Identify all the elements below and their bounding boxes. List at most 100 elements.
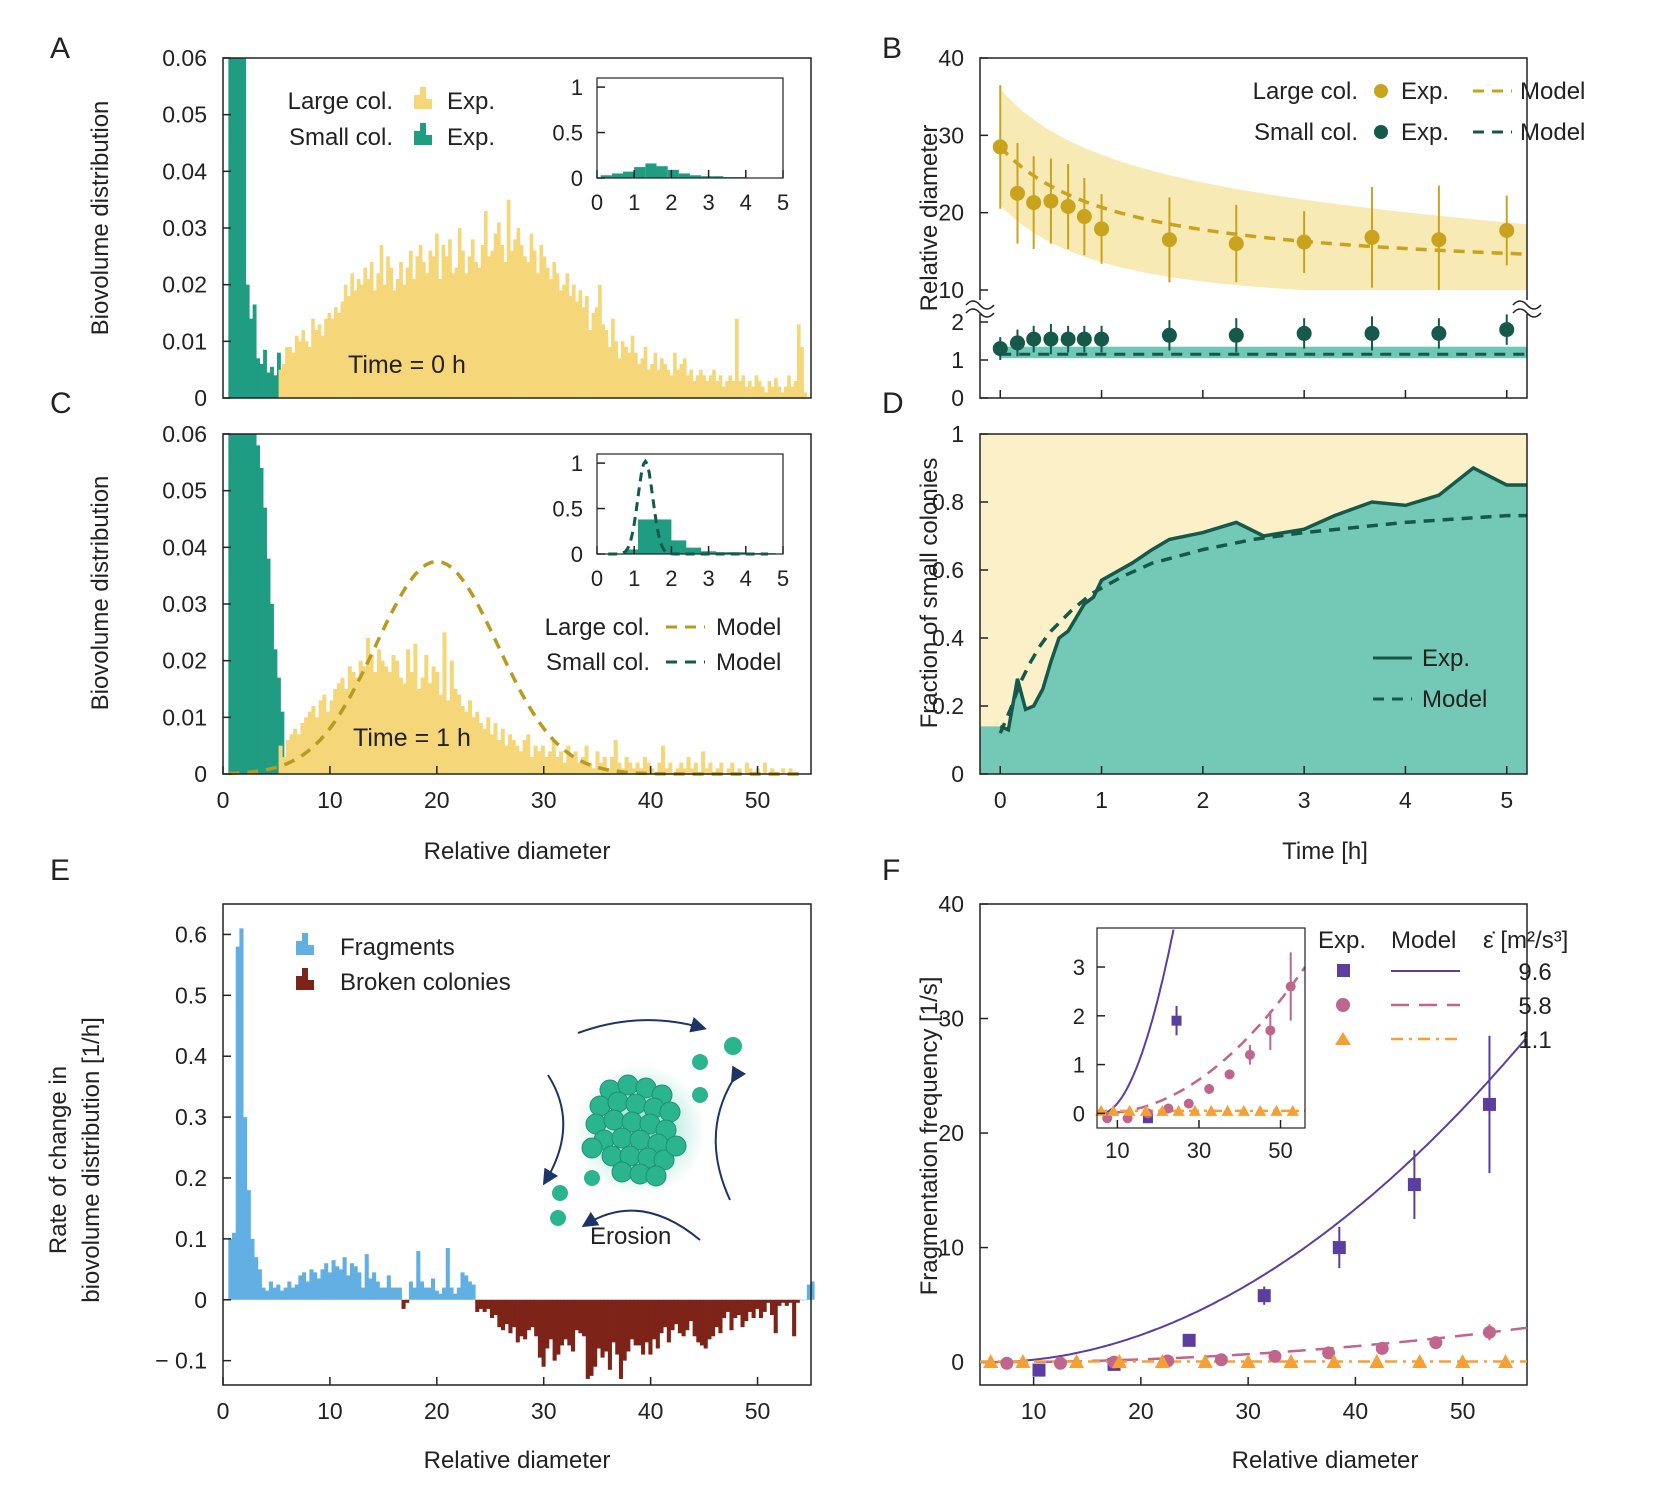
x-tick-label: 2 xyxy=(665,566,677,591)
y-tick-label: 2 xyxy=(951,309,964,335)
large-colony-bar xyxy=(640,358,645,398)
large-model-band xyxy=(1000,88,1527,290)
fragment-bar xyxy=(445,1248,450,1300)
panel-a-annotation: Time = 0 h xyxy=(348,351,466,379)
data-point-triangle xyxy=(1139,1104,1152,1116)
y-tick-label: 0.5 xyxy=(552,497,583,522)
large-colony-bar xyxy=(748,768,753,774)
axis-break-mask xyxy=(966,301,994,313)
large-colony-bar xyxy=(478,723,483,774)
large-colony-bar xyxy=(712,369,716,398)
large-colony-bar xyxy=(387,672,392,774)
large-colony-bar xyxy=(690,768,695,774)
x-tick-label: 40 xyxy=(638,787,664,813)
broken-colony-bar xyxy=(773,1299,778,1334)
broken-colony-bar xyxy=(548,1299,553,1340)
large-colony-bar xyxy=(356,279,361,398)
data-point-square xyxy=(1407,1178,1421,1192)
data-point-circle xyxy=(1204,1083,1215,1094)
y-tick-label: 0 xyxy=(951,385,964,411)
large-colony-bar xyxy=(504,745,509,774)
large-colony-bar xyxy=(735,318,739,398)
broken-colony-bar xyxy=(497,1299,502,1328)
inset-model-curve xyxy=(608,458,769,556)
large-colony-bar xyxy=(281,364,286,398)
large-colony-bar xyxy=(350,273,354,398)
legend-marker xyxy=(1337,964,1350,977)
large-colony-bar xyxy=(523,256,527,398)
legend-swatch-shape xyxy=(296,968,314,990)
legend-label: 9.6 xyxy=(1518,959,1551,986)
broken-colony-bar xyxy=(777,1299,782,1306)
large-colony-bar xyxy=(336,683,341,774)
data-point-square xyxy=(1182,1333,1196,1347)
large-colony-bar xyxy=(571,284,576,398)
large-colony-bar xyxy=(627,352,632,398)
legend-swatch-shape xyxy=(414,87,432,109)
large-colony-bar xyxy=(633,352,638,398)
x-tick-label: 1 xyxy=(1095,787,1108,813)
large-colony-bar xyxy=(416,689,422,774)
y-tick-label: 20 xyxy=(938,200,964,226)
large-colony-bar xyxy=(602,757,607,774)
x-tick-label: 3 xyxy=(1298,787,1311,813)
broken-colony-bar xyxy=(501,1299,506,1331)
small-data-point xyxy=(1026,331,1042,347)
colony-cell xyxy=(611,1127,633,1149)
legend-label: Large col. xyxy=(1253,78,1358,105)
large-colony-bar xyxy=(347,666,352,774)
large-data-point xyxy=(1228,236,1244,252)
fragment-bar xyxy=(375,1281,380,1300)
fragment-bar xyxy=(349,1263,355,1300)
x-tick-label: 0 xyxy=(591,190,603,215)
fragment-bar xyxy=(357,1272,362,1300)
large-data-point xyxy=(1364,229,1380,245)
large-colony-bar xyxy=(573,751,578,774)
y-tick-label: 0 xyxy=(571,166,583,191)
large-colony-bar xyxy=(630,335,635,398)
large-colony-bar xyxy=(673,352,677,398)
large-colony-bar xyxy=(418,245,423,398)
large-colony-bar xyxy=(731,381,736,398)
large-colony-bar xyxy=(704,768,709,774)
panel-d-frame xyxy=(979,433,1528,775)
fragment-bar xyxy=(246,1190,251,1300)
large-colony-bar xyxy=(585,296,589,398)
large-colony-bar xyxy=(682,768,687,774)
fragment-bar xyxy=(806,1284,811,1300)
x-tick-label: 4 xyxy=(1399,787,1412,813)
small-colony-bar xyxy=(231,58,236,398)
large-colony-bar xyxy=(337,313,341,398)
large-colony-bar xyxy=(617,762,622,774)
small-data-point xyxy=(1499,322,1515,338)
panel-f-frame xyxy=(979,903,1528,1386)
large-colony-bar xyxy=(787,375,791,398)
large-colony-bar xyxy=(448,239,452,398)
legend-label: Model xyxy=(716,614,781,641)
small-data-point xyxy=(1094,331,1110,347)
axis-break-mark xyxy=(1512,308,1542,318)
large-colony-bar xyxy=(285,740,290,774)
panel-f-inset: 0 1 2 3 10 30 50 xyxy=(1073,927,1307,1163)
fragment-bar xyxy=(803,1299,808,1301)
x-tick-label: 0 xyxy=(217,1398,230,1424)
large-colony-bar xyxy=(441,245,446,398)
small-model-band xyxy=(1000,346,1527,359)
inset-bar xyxy=(634,167,646,178)
panel-letter-d: D xyxy=(882,387,904,420)
large-colony-bar xyxy=(435,672,440,774)
small-data-point xyxy=(1364,325,1380,341)
large-colony-bar xyxy=(438,279,442,398)
legend-label: Small col. xyxy=(289,124,393,151)
large-data-point xyxy=(992,139,1008,155)
panel-a-ticks: 0 0.01 0.02 0.03 0.04 0.05 0.06 xyxy=(162,45,231,411)
large-colony-bar xyxy=(676,369,680,398)
large-colony-bar xyxy=(790,386,795,398)
broken-colony-bar xyxy=(604,1299,609,1352)
broken-colony-bar xyxy=(703,1299,708,1349)
erosion-label: Erosion xyxy=(590,1223,671,1250)
large-colony-bar xyxy=(682,358,687,398)
large-colony-bar xyxy=(686,757,691,774)
fragment-bar xyxy=(460,1272,465,1300)
panel-d-legend: Exp. Model xyxy=(1373,645,1487,713)
